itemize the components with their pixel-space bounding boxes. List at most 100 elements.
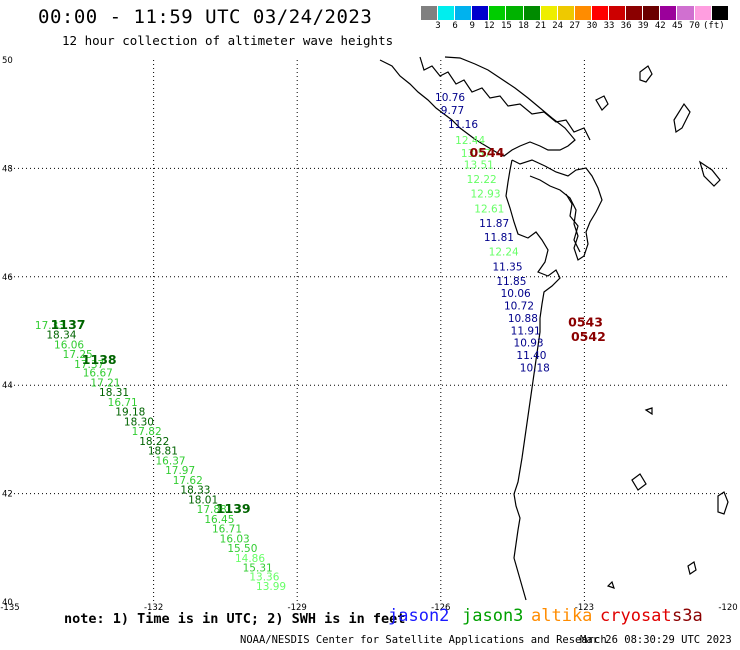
wave-height-label: 16.67	[83, 368, 113, 380]
color-scale-swatch	[591, 6, 610, 20]
wave-height-label: 16.71	[212, 524, 242, 536]
wave-height-label: 16.06	[54, 339, 84, 351]
pass-time-label: 0544	[470, 145, 505, 160]
color-scale-swatch	[455, 6, 473, 20]
lake-outline	[631, 473, 647, 491]
color-scale-label: 15	[500, 21, 512, 31]
wave-height-label: 17.97	[165, 465, 195, 477]
color-scale-label: 30	[586, 21, 598, 31]
wave-height-label: 11.87	[479, 218, 509, 230]
lake-outline	[717, 491, 729, 515]
wave-height-label: 11.85	[496, 276, 526, 288]
color-scale-label: 18	[518, 21, 529, 31]
longitude-label: -135	[0, 603, 19, 613]
color-scale-swatch	[677, 6, 695, 20]
wave-height-label: 10.18	[520, 363, 550, 375]
wave-height-label: 16.45	[204, 514, 234, 526]
color-scale-label: 9	[469, 21, 475, 31]
color-scale-label: 6	[452, 21, 458, 31]
wave-height-label: 17.82	[132, 426, 162, 438]
wave-height-label: 17.25	[63, 349, 93, 361]
wave-height-label: 10.76	[435, 92, 465, 104]
wave-height-label: 11.35	[492, 261, 522, 273]
wave-height-label: 18.81	[148, 446, 178, 458]
wave-height-label: 16.71	[108, 397, 138, 409]
color-scale-swatch	[609, 6, 627, 20]
color-scale-swatch	[438, 6, 456, 20]
pass-time-label: 1139	[216, 501, 251, 516]
pass-time-label: 1138	[82, 352, 117, 367]
color-scale-swatch	[489, 6, 507, 20]
color-scale-label: 70	[689, 21, 700, 31]
color-scale-label: 33	[603, 21, 615, 31]
color-scale-swatch	[540, 6, 558, 20]
latitude-label: 42	[2, 490, 13, 500]
wave-height-label: 16.37	[156, 455, 186, 467]
puget-sound-inlet	[565, 193, 581, 253]
us-pacific-coastline	[505, 159, 561, 601]
color-scale-swatch	[643, 6, 661, 20]
wave-height-label: 17.21	[90, 377, 120, 389]
satellite-legend-altika: altika	[531, 606, 593, 626]
bc-mainland-coast	[419, 56, 591, 141]
lake-outline	[673, 102, 691, 134]
wave-height-label: 13.51	[464, 159, 494, 171]
wave-height-label: 13.36	[249, 571, 279, 583]
color-scale-label: 42	[654, 21, 666, 31]
wave-height-label: 9.77	[441, 105, 464, 117]
wave-height-label: 12.44	[455, 135, 485, 147]
wave-height-label: 15.50	[227, 543, 257, 555]
wave-height-label: 17.62	[173, 475, 203, 487]
color-scale-unit: (ft)	[703, 21, 725, 31]
puget-sound-outline	[511, 159, 603, 261]
longitude-label: -126	[431, 603, 450, 613]
color-scale-swatch	[694, 6, 712, 20]
latitude-label: 40	[2, 598, 13, 608]
lat-lon-grid: 50 48 46 44 42 40-135 -132 -129 -126 -123 -120	[0, 56, 737, 613]
satellite-legend-jason3: jason3	[462, 606, 524, 626]
color-scale-swatch	[506, 6, 524, 20]
lake-outline	[644, 407, 653, 416]
wave-height-label: 11.91	[511, 325, 541, 337]
color-scale-label: 24	[552, 21, 564, 31]
wave-height-label: 18.01	[188, 494, 218, 506]
color-scale-label: 45	[671, 21, 683, 31]
color-scale-labels: 3 6 9 12 15 18 21 24 27 30 33 36 39 42 45 70	[421, 21, 740, 33]
wave-height-label: 17.33	[35, 320, 65, 332]
lake-outline	[595, 95, 609, 111]
lake-outline	[698, 160, 721, 187]
wave-height-label: 13.99	[256, 581, 286, 593]
pass-time-label: 0542	[571, 329, 606, 344]
vancouver-island-outline	[379, 56, 576, 157]
wave-height-label: 12.24	[489, 247, 519, 259]
wave-height-label: 11.81	[484, 232, 514, 244]
satellite-legend-cryosat: cryosat	[600, 606, 672, 626]
latitude-label: 46	[2, 273, 13, 283]
wave-height-label: 10.88	[508, 313, 538, 325]
map-title: 00:00 - 11:59 UTC 03/24/2023	[38, 6, 373, 28]
wave-height-label: 14.86	[235, 553, 265, 565]
wave-height-label: 12.93	[470, 189, 500, 201]
color-scale-label: 21	[535, 21, 547, 31]
satellite-legend-jason2: jason2	[388, 606, 450, 626]
wave-height-label: 18.34	[46, 330, 76, 342]
latitude-label: 50	[2, 56, 13, 66]
coastline	[379, 56, 729, 601]
wave-height-label: 18.33	[180, 485, 210, 497]
wave-height-label: 10.93	[514, 338, 544, 350]
wave-height-label: 10.06	[501, 288, 531, 300]
color-scale-label: 36	[620, 21, 632, 31]
color-scale-swatch	[711, 6, 729, 20]
pass-time-label: 0543	[568, 315, 603, 330]
wave-height-labels: 17.3318.3416.0617.2517.3716.6717.2118.31…	[35, 92, 606, 593]
wave-height-label: 16.03	[220, 533, 250, 545]
footer-note: note: 1) Time is in UTC; 2) SWH is in fe…	[64, 611, 406, 627]
latitude-label: 48	[2, 164, 13, 174]
footer-credit: NOAA/NESDIS Center for Satellite Applica…	[240, 634, 607, 646]
color-scale-swatch	[574, 6, 592, 20]
wave-height-label: 17.37	[74, 359, 104, 371]
longitude-label: -123	[575, 603, 594, 613]
color-scale-swatch	[523, 6, 541, 20]
color-scale-swatch	[421, 6, 439, 20]
